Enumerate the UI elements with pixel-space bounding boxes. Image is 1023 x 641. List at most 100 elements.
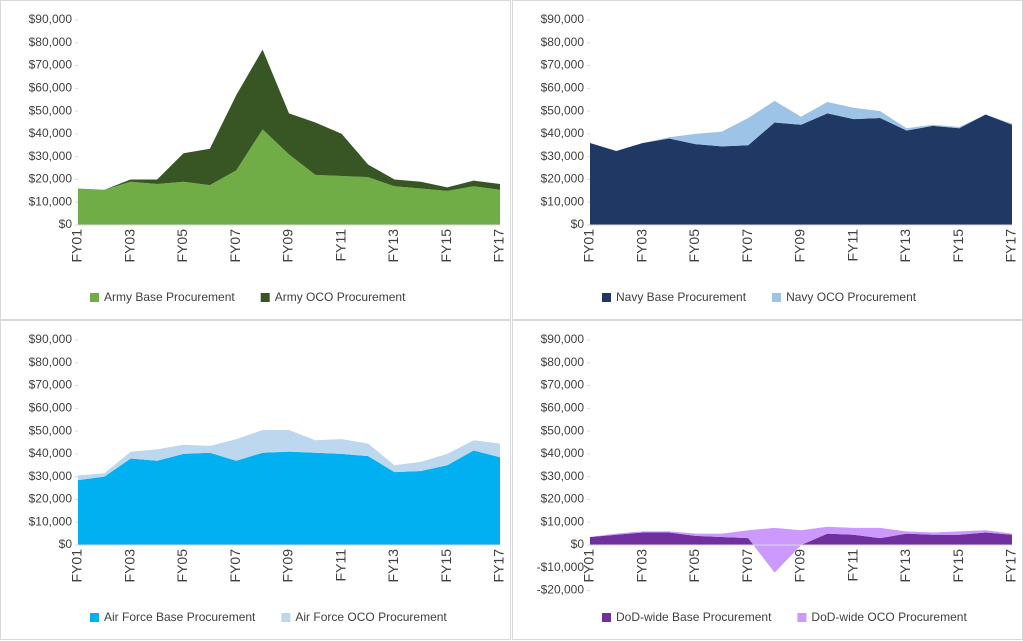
x-tick-label: FY07 <box>739 229 755 263</box>
x-tick-label: FY03 <box>121 549 137 583</box>
area <box>590 526 1012 573</box>
y-tick-label: $30,000 <box>29 469 73 483</box>
legend-swatch <box>602 293 611 302</box>
area <box>590 113 1012 225</box>
y-tick-label: $60,000 <box>541 401 585 415</box>
y-tick-label: $40,000 <box>541 126 585 140</box>
y-tick-label: $60,000 <box>541 81 585 95</box>
x-tick-label: FY15 <box>438 549 454 583</box>
y-tick-label: -$20,000 <box>537 583 585 597</box>
x-tick-label: FY01 <box>69 549 85 583</box>
panel-border <box>512 320 1023 640</box>
legend-swatch <box>260 293 270 302</box>
x-tick-label: FY07 <box>227 229 243 263</box>
x-tick-label: FY17 <box>491 229 507 263</box>
legend-label: DoD-wide OCO Procurement <box>811 610 967 624</box>
legend-label: Navy OCO Procurement <box>786 290 917 304</box>
x-tick-label: FY01 <box>69 229 85 263</box>
x-tick-label: FY09 <box>792 229 808 263</box>
y-tick-label: $60,000 <box>29 401 73 415</box>
y-tick-label: $70,000 <box>541 378 585 392</box>
x-tick-label: FY07 <box>227 549 243 583</box>
y-tick-label: $10,000 <box>29 514 73 528</box>
area <box>590 532 1012 573</box>
chart-panel: $0 $10,000 $20,000 $30,000 $40,000 $50,000 $60… <box>0 0 511 320</box>
x-tick-label: FY01 <box>581 229 597 263</box>
legend-swatch <box>90 293 99 302</box>
legend-swatch <box>281 613 291 622</box>
x-tick-label: FY13 <box>897 229 913 263</box>
y-tick-label: $70,000 <box>29 378 73 392</box>
x-tick-label: FY01 <box>581 549 597 583</box>
x-tick-label: FY17 <box>1003 229 1019 263</box>
area <box>78 49 500 191</box>
x-tick-label: FY09 <box>280 549 296 583</box>
legend-label: Army Base Procurement <box>104 290 235 304</box>
y-tick-label: $90,000 <box>29 12 73 26</box>
chart-panel: $0 $10,000 $20,000 $30,000 $40,000 $50,000 $60… <box>0 320 511 640</box>
y-tick-label: $0 <box>571 537 585 551</box>
legend-swatch <box>772 293 782 302</box>
x-tick-label: FY17 <box>1003 549 1019 583</box>
legend-label: DoD-wide Base Procurement <box>616 610 772 624</box>
x-tick-label: FY17 <box>491 549 507 583</box>
y-tick-label: $30,000 <box>29 149 73 163</box>
x-tick-label: FY05 <box>174 229 190 263</box>
x-tick-label: FY13 <box>897 549 913 583</box>
y-tick-label: $80,000 <box>29 355 73 369</box>
y-tick-label: $70,000 <box>541 58 585 72</box>
area <box>78 429 500 481</box>
y-tick-label: -$10,000 <box>537 560 585 574</box>
chart-panel: -$20,000 -$10,000 $0 $10,000 $20,000 $30,000 $… <box>512 320 1023 640</box>
y-tick-label: $40,000 <box>29 446 73 460</box>
y-tick-label: $40,000 <box>541 446 585 460</box>
y-tick-label: $30,000 <box>541 149 585 163</box>
legend-label: Army OCO Procurement <box>275 290 406 304</box>
x-tick-label: FY03 <box>633 229 649 263</box>
y-tick-label: $20,000 <box>29 172 73 186</box>
y-tick-label: $30,000 <box>541 469 585 483</box>
x-tick-label: FY11 <box>332 229 348 262</box>
y-tick-label: $40,000 <box>29 126 73 140</box>
y-tick-label: $0 <box>59 537 73 551</box>
y-tick-label: $20,000 <box>541 172 585 186</box>
area <box>78 129 500 225</box>
y-tick-label: $90,000 <box>541 12 585 26</box>
x-tick-label: FY03 <box>121 229 137 263</box>
x-tick-label: FY11 <box>844 549 860 582</box>
y-tick-label: $0 <box>59 217 73 231</box>
y-tick-label: $10,000 <box>541 514 585 528</box>
x-tick-label: FY07 <box>739 549 755 583</box>
y-tick-label: $50,000 <box>541 423 585 437</box>
legend-label: Air Force Base Procurement <box>104 610 256 624</box>
x-tick-label: FY15 <box>950 549 966 583</box>
y-tick-label: $80,000 <box>541 35 585 49</box>
y-tick-label: $80,000 <box>541 355 585 369</box>
area <box>78 450 500 545</box>
x-tick-label: FY03 <box>633 549 649 583</box>
y-tick-label: $20,000 <box>29 492 73 506</box>
x-tick-label: FY05 <box>686 549 702 583</box>
y-tick-label: $10,000 <box>29 194 73 208</box>
y-tick-label: $60,000 <box>29 81 73 95</box>
y-tick-label: $50,000 <box>29 103 73 117</box>
y-tick-label: $10,000 <box>541 194 585 208</box>
x-tick-label: FY15 <box>438 229 454 263</box>
y-tick-label: $90,000 <box>29 332 73 346</box>
x-tick-label: FY09 <box>280 229 296 263</box>
y-tick-label: $50,000 <box>541 103 585 117</box>
x-tick-label: FY15 <box>950 229 966 263</box>
legend-swatch <box>90 613 99 622</box>
chart-panel: $0 $10,000 $20,000 $30,000 $40,000 $50,000 $60… <box>512 0 1023 320</box>
legend-label: Air Force OCO Procurement <box>295 610 447 624</box>
x-tick-label: FY05 <box>686 229 702 263</box>
y-tick-label: $0 <box>571 217 585 231</box>
x-tick-label: FY09 <box>792 549 808 583</box>
y-tick-label: $50,000 <box>29 423 73 437</box>
legend-label: Navy Base Procurement <box>616 290 747 304</box>
x-tick-label: FY11 <box>844 229 860 262</box>
y-tick-label: $90,000 <box>541 332 585 346</box>
y-tick-label: $70,000 <box>29 58 73 72</box>
x-tick-label: FY13 <box>385 229 401 263</box>
